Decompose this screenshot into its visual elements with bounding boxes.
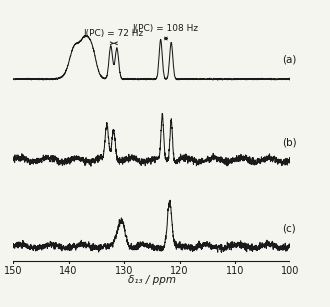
Text: J(PC) = 72 Hz: J(PC) = 72 Hz: [84, 29, 144, 38]
Text: 130: 130: [115, 266, 133, 276]
Text: 100: 100: [281, 266, 300, 276]
Text: J(PC) = 108 Hz: J(PC) = 108 Hz: [133, 24, 199, 33]
Text: (b): (b): [282, 137, 297, 147]
Text: 150: 150: [4, 266, 22, 276]
Text: (a): (a): [282, 54, 296, 64]
Text: δ₁₃ / ppm: δ₁₃ / ppm: [128, 275, 176, 285]
Text: 120: 120: [170, 266, 189, 276]
Text: (c): (c): [282, 224, 296, 234]
Text: 110: 110: [226, 266, 244, 276]
Text: 140: 140: [59, 266, 78, 276]
